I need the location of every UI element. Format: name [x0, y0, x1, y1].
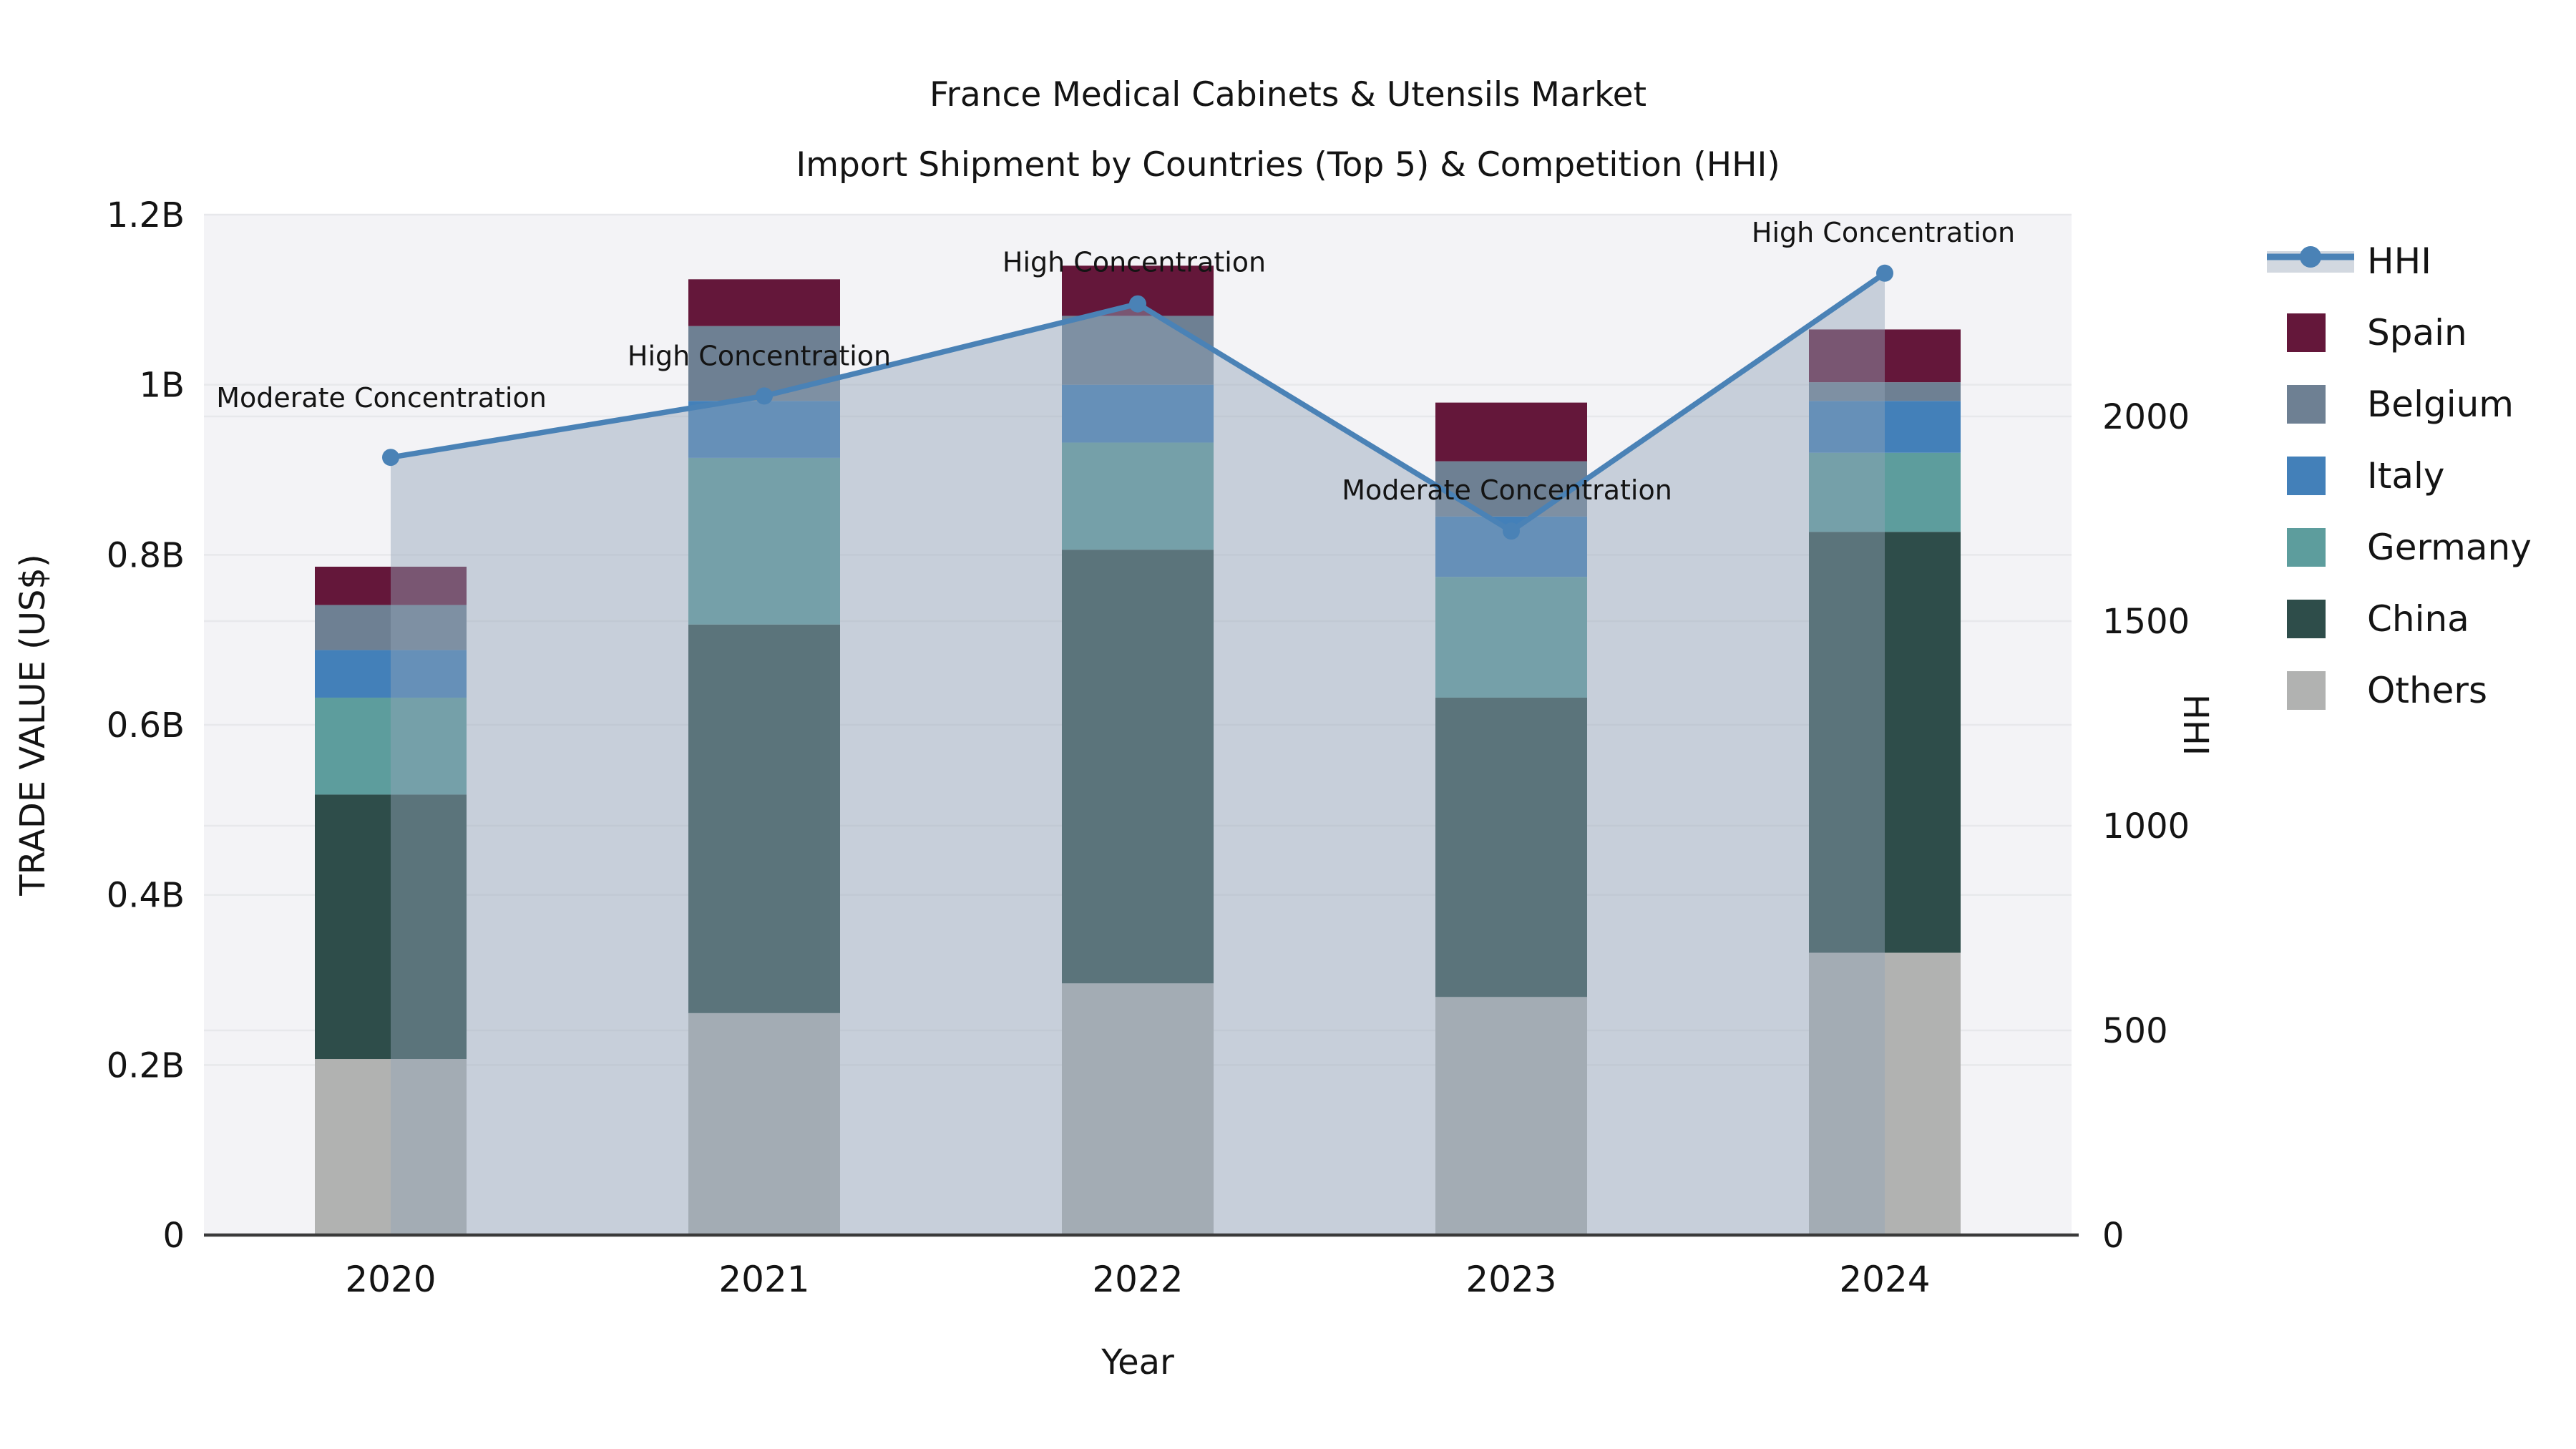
x-tick-2022: 2022	[1092, 1259, 1183, 1300]
annotation-2023: Moderate Concentration	[1342, 474, 1672, 506]
bar-segment-china-2024	[1809, 532, 1961, 953]
right-tick-500: 500	[2102, 1011, 2168, 1051]
bar-segment-germany-2023	[1435, 577, 1587, 698]
stacked-bars	[315, 265, 1961, 1235]
annotations: Moderate Concentration High Concentration…	[216, 217, 2015, 506]
left-tick-0.8B: 0.8B	[107, 535, 185, 575]
x-tick-2023: 2023	[1465, 1259, 1556, 1300]
left-tick-0: 0	[162, 1216, 185, 1256]
bar-segment-china-2023	[1435, 697, 1587, 997]
left-tick-1B: 1B	[140, 366, 185, 406]
bar-segment-others-2024	[1809, 952, 1961, 1235]
left-tick-0.2B: 0.2B	[107, 1045, 185, 1085]
bar-segment-germany-2024	[1809, 452, 1961, 532]
legend-label-hhi: HHI	[2367, 240, 2431, 282]
bar-segment-china-2022	[1062, 550, 1214, 984]
bar-segment-others-2020	[315, 1059, 467, 1235]
legend-hhi-marker-swatch	[2300, 246, 2321, 268]
chart-title-line2: Import Shipment by Countries (Top 5) & C…	[796, 145, 1780, 185]
legend-label-italy: Italy	[2367, 455, 2444, 497]
bar-segment-germany-2021	[688, 457, 840, 625]
right-tick-1000: 1000	[2102, 806, 2190, 847]
bar-segment-belgium-2020	[315, 605, 467, 650]
chart-title-line1: France Medical Cabinets & Utensils Marke…	[930, 75, 1646, 114]
bar-segment-italy-2022	[1062, 384, 1214, 443]
bar-segment-italy-2021	[688, 401, 840, 458]
bar-segment-spain-2020	[315, 566, 467, 605]
bar-segment-others-2023	[1435, 997, 1587, 1235]
hhi-marker-2021	[756, 387, 773, 405]
x-axis-title: Year	[1101, 1342, 1174, 1382]
bar-segment-others-2021	[688, 1013, 840, 1235]
bar-segment-belgium-2022	[1062, 316, 1214, 385]
bar-segment-china-2021	[688, 624, 840, 1013]
bar-segment-italy-2020	[315, 650, 467, 698]
legend-label-others: Others	[2367, 670, 2487, 711]
legend-swatch-italy	[2287, 457, 2326, 495]
annotation-2020: Moderate Concentration	[216, 382, 547, 414]
right-tick-1500: 1500	[2102, 602, 2190, 642]
legend-swatch-spain	[2287, 313, 2326, 352]
legend: HHI Spain Belgium Italy Germany China Others	[2267, 240, 2532, 711]
left-y-axis-title: TRADE VALUE (US$)	[13, 554, 53, 896]
bar-segment-belgium-2024	[1809, 382, 1961, 401]
left-tick-1.2B: 1.2B	[107, 195, 185, 235]
annotation-2024: High Concentration	[1752, 217, 2015, 248]
bar-segment-spain-2021	[688, 279, 840, 326]
hhi-area-fill	[391, 273, 1885, 1235]
annotation-2021: High Concentration	[628, 340, 891, 371]
hhi-marker-2022	[1129, 295, 1146, 313]
left-tick-0.6B: 0.6B	[107, 706, 185, 746]
bar-segment-belgium-2023	[1435, 461, 1587, 517]
legend-swatch-china	[2287, 600, 2326, 638]
bar-segment-italy-2024	[1809, 401, 1961, 453]
bar-segment-germany-2020	[315, 697, 467, 795]
legend-label-belgium: Belgium	[2367, 384, 2514, 425]
right-y-axis-title: HHI	[2175, 694, 2215, 756]
legend-label-germany: Germany	[2367, 527, 2532, 568]
legend-swatch-germany	[2287, 528, 2326, 567]
legend-label-china: China	[2367, 598, 2469, 640]
hhi-marker-2023	[1503, 522, 1520, 540]
legend-label-spain: Spain	[2367, 312, 2467, 353]
bar-segment-spain-2024	[1809, 329, 1961, 383]
bar-segment-others-2022	[1062, 983, 1214, 1235]
x-tick-2021: 2021	[718, 1259, 809, 1300]
right-tick-0: 0	[2102, 1216, 2124, 1256]
x-tick-2024: 2024	[1839, 1259, 1930, 1300]
hhi-marker-2024	[1876, 264, 1893, 282]
legend-swatch-belgium	[2287, 385, 2326, 424]
hhi-area-and-line	[382, 264, 1893, 1235]
hhi-marker-2020	[382, 449, 399, 467]
annotation-2022: High Concentration	[1002, 247, 1266, 278]
right-tick-2000: 2000	[2102, 397, 2190, 437]
bar-segment-spain-2023	[1435, 402, 1587, 462]
legend-swatch-others	[2287, 671, 2326, 710]
bar-segment-china-2020	[315, 794, 467, 1060]
axis-tick-labels: 0 0.2B 0.4B 0.6B 0.8B 1B 1.2B 0 500 1000 1500 2000 2…	[107, 195, 2190, 1300]
bar-segment-germany-2022	[1062, 442, 1214, 550]
x-tick-2020: 2020	[345, 1259, 436, 1300]
left-tick-0.4B: 0.4B	[107, 876, 185, 916]
